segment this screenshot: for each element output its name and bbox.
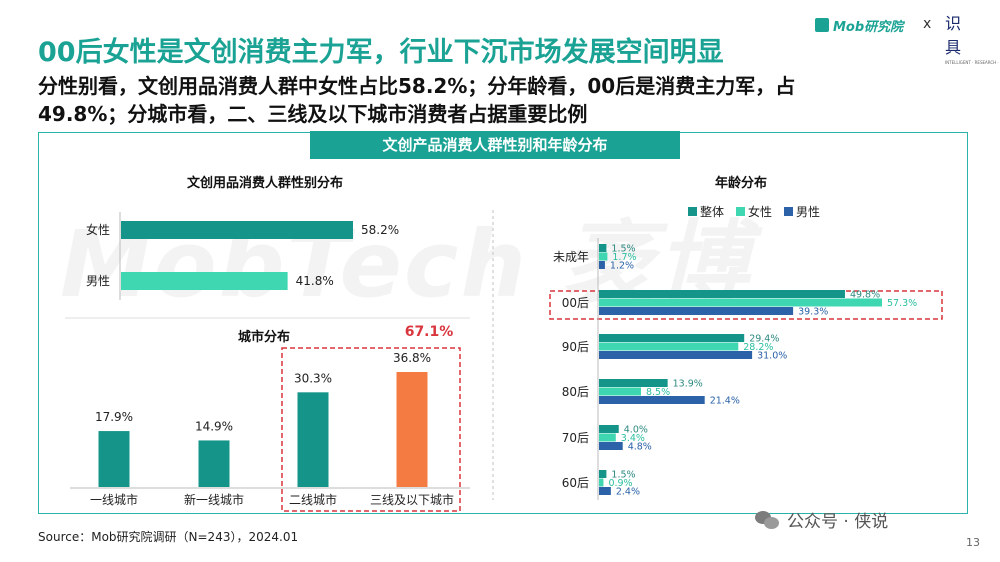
mob-logo-text: Mob研究院: [833, 19, 904, 35]
age-bar: [599, 425, 619, 433]
wechat-label: 公众号 · 侠说: [787, 512, 889, 532]
legend-label: 整体: [700, 204, 724, 219]
logo-separator: x: [923, 16, 932, 32]
city-bar: [297, 392, 329, 487]
age-bar: [599, 396, 705, 404]
age-value-label: 1.7%: [612, 252, 636, 263]
age-value-label: 1.5%: [611, 244, 635, 255]
age-bar: [599, 334, 745, 342]
age-category-label: 70后: [562, 431, 589, 445]
age-value-label: 2.4%: [616, 487, 640, 498]
city-category-label: 一线城市: [90, 492, 138, 507]
age-value-label: 31.0%: [757, 351, 787, 362]
city-category-label: 二线城市: [289, 492, 337, 507]
partner-logo-text: 识 具: [945, 14, 968, 57]
age-bar: [599, 252, 608, 261]
age-bar: [599, 342, 739, 351]
gender-chart-title: 文创用品消费人群性别分布: [187, 175, 343, 191]
age-chart: 年龄分布 整体 女性 男性 未成年1.5%1.7%1.2%00后49.8%57.3%…: [549, 175, 943, 500]
age-chart-title: 年龄分布: [715, 175, 767, 191]
age-value-label: 0.9%: [608, 478, 632, 489]
partner-logo: 识 具 INTELLIGENT · RESEARCH · INSIGHT: [945, 10, 1000, 65]
city-category-label: 三线及以下城市: [370, 492, 454, 507]
age-value-label: 49.8%: [850, 290, 880, 301]
age-value-label: 21.4%: [710, 396, 740, 407]
age-bar: [599, 298, 882, 307]
city-chart: 城市分布 67.1% 17.9% 一线城市 14.9% 新一线城市 30.3% 二线城市 3…: [70, 324, 470, 512]
gender-value-label: 41.8%: [296, 274, 334, 288]
source-note: Source：Mob研究院调研（N=243），2024.01: [38, 530, 299, 544]
logo-area: Mob研究院 x 识 具 INTELLIGENT · RESEARCH · IN…: [815, 8, 1000, 65]
legend-label: 女性: [748, 204, 772, 219]
gender-bar: [121, 272, 288, 290]
age-value-label: 28.2%: [743, 342, 773, 353]
city-highlight-label: 67.1%: [405, 324, 454, 340]
age-value-label: 1.5%: [611, 470, 635, 481]
city-value-label: 30.3%: [294, 371, 332, 385]
age-value-label: 39.3%: [798, 307, 828, 318]
age-bar: [599, 433, 616, 442]
gender-category-label: 男性: [86, 274, 110, 288]
city-value-label: 14.9%: [195, 419, 233, 433]
age-value-label: 1.2%: [610, 261, 634, 272]
gender-value-label: 58.2%: [361, 223, 399, 237]
age-value-label: 57.3%: [887, 298, 917, 309]
city-bar: [396, 372, 428, 487]
age-bar: [599, 290, 845, 298]
age-category-label: 未成年: [553, 250, 589, 264]
age-value-label: 8.5%: [646, 387, 670, 398]
partner-logo-subtext: INTELLIGENT · RESEARCH · INSIGHT: [945, 60, 1000, 65]
age-value-label: 4.8%: [628, 442, 652, 453]
mob-logo-icon: [815, 18, 829, 32]
legend-swatch: [784, 207, 793, 216]
subtitle-line-1: 分性别看，文创用品消费人群中女性占比58.2%；分年龄看，00后是消费主力军，占: [38, 74, 796, 98]
age-bar: [599, 470, 607, 478]
city-chart-title: 城市分布: [238, 329, 290, 345]
city-bar: [98, 431, 130, 487]
city-value-label: 17.9%: [95, 410, 133, 424]
legend-swatch: [688, 207, 697, 216]
age-value-label: 3.4%: [621, 433, 645, 444]
age-bar: [599, 478, 604, 487]
subtitle-line-2: 49.8%；分城市看，二、三线及以下城市消费者占据重要比例: [38, 102, 588, 126]
age-legend: 整体 女性 男性: [688, 204, 820, 219]
page-title: 00后女性是文创消费主力军，行业下沉市场发展空间明显: [38, 37, 724, 68]
mob-logo: Mob研究院: [815, 14, 903, 36]
city-value-label: 36.8%: [393, 351, 431, 365]
panel-title: 文创产品消费人群性别和年龄分布: [310, 131, 680, 159]
age-bar: [599, 244, 607, 252]
legend-label: 男性: [796, 205, 820, 219]
age-value-label: 29.4%: [749, 334, 779, 345]
age-category-label: 90后: [562, 340, 589, 354]
gender-category-label: 女性: [86, 222, 110, 237]
wechat-watermark: 公众号 · 侠说: [755, 507, 888, 532]
city-highlight-box: [281, 347, 461, 512]
age-category-label: 80后: [562, 385, 589, 399]
age-bar: [599, 442, 623, 450]
age-bar: [599, 307, 794, 315]
age-value-label: 4.0%: [624, 425, 648, 436]
age-category-label: 60后: [562, 476, 589, 490]
age-category-label: 00后: [562, 296, 589, 310]
city-bar: [198, 440, 230, 487]
city-category-label: 新一线城市: [184, 492, 244, 507]
wechat-icon: [755, 509, 781, 531]
age-bar: [599, 261, 605, 269]
gender-chart: 文创用品消费人群性别分布 女性 58.2% 男性 41.8%: [86, 175, 399, 300]
age-bar: [599, 379, 668, 387]
page-number: 13: [966, 536, 980, 549]
gender-bar: [121, 221, 353, 239]
age-bar: [599, 487, 611, 495]
age-value-label: 13.9%: [673, 379, 703, 390]
age-bar: [599, 387, 641, 396]
age-bar: [599, 351, 753, 359]
legend-swatch: [736, 207, 745, 216]
